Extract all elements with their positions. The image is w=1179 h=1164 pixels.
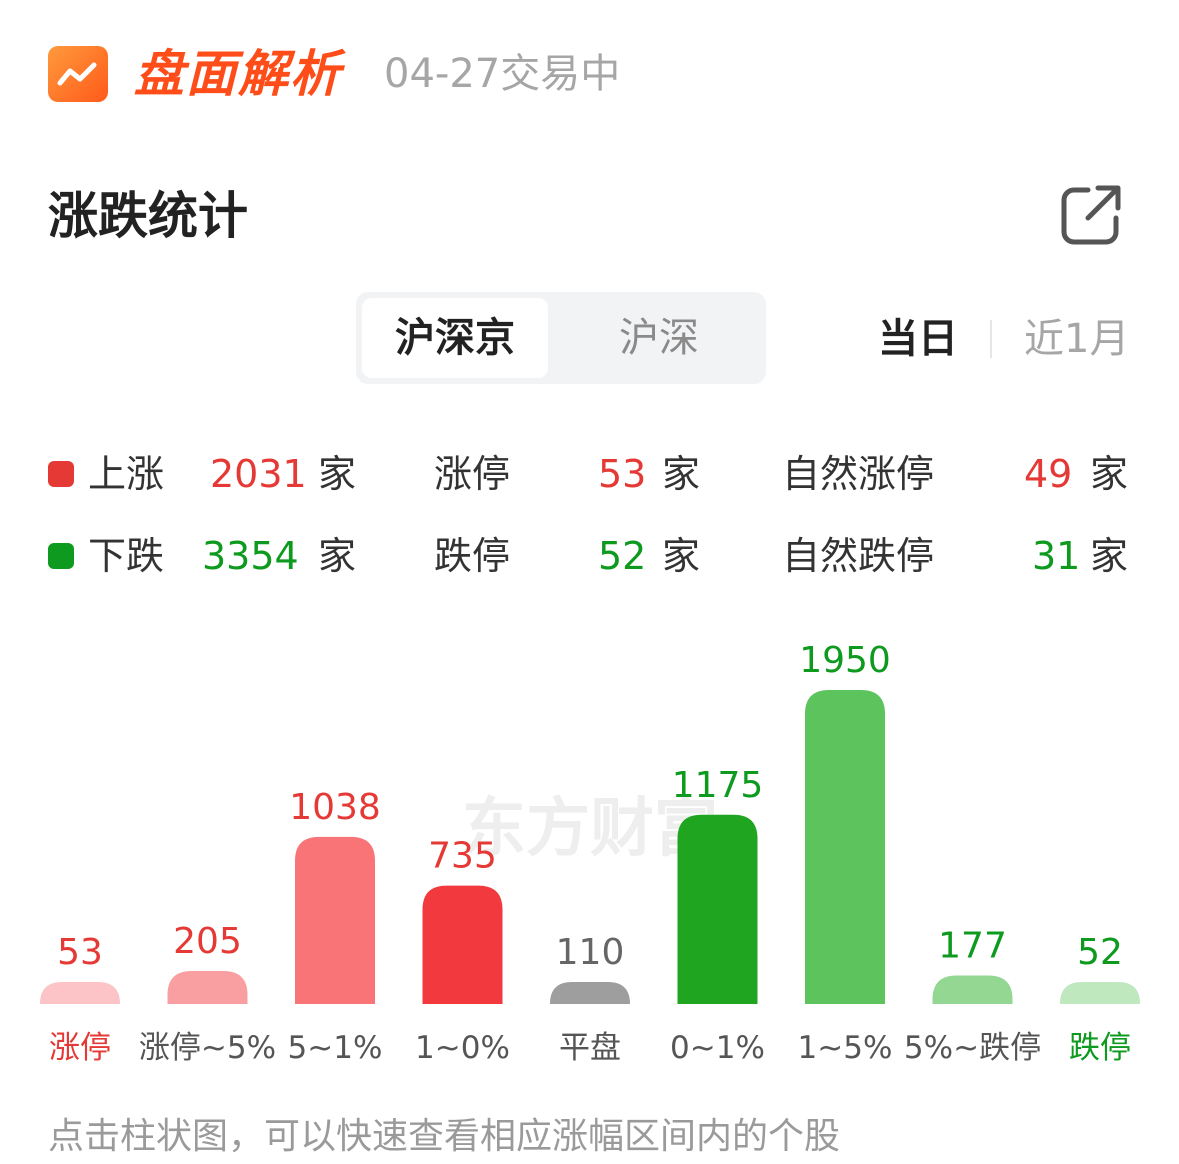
bar-7[interactable] bbox=[932, 975, 1013, 1004]
bar-value-label-2: 1038 bbox=[289, 787, 381, 828]
natural-limit-up-count: 49 bbox=[1024, 452, 1073, 496]
bar-5[interactable] bbox=[677, 814, 758, 1004]
bar-value-label-1: 205 bbox=[173, 921, 242, 962]
bar-value-label-7: 177 bbox=[938, 925, 1007, 966]
natural-limit-down-unit: 家 bbox=[1090, 534, 1129, 578]
bar-1[interactable] bbox=[167, 970, 248, 1004]
category-label-7[interactable]: 5%~跌停 bbox=[904, 1030, 1041, 1066]
bar-value-label-3: 735 bbox=[428, 836, 497, 877]
bar-3[interactable] bbox=[422, 885, 503, 1004]
brand-title: 盘面解析 bbox=[134, 45, 342, 103]
bar-value-label-6: 1950 bbox=[799, 640, 891, 681]
chart-watermark: 东方财富 bbox=[462, 792, 718, 866]
limit-down-count: 52 bbox=[598, 534, 647, 578]
limit-up-count: 53 bbox=[598, 452, 647, 496]
category-label-6[interactable]: 1~5% bbox=[798, 1030, 893, 1066]
period-divider bbox=[990, 320, 992, 358]
period-one-month[interactable]: 近1月 bbox=[1024, 316, 1130, 362]
rise-unit: 家 bbox=[318, 452, 357, 496]
date-status: 04-27交易中 bbox=[384, 51, 621, 97]
fall-unit: 家 bbox=[318, 534, 357, 578]
natural-limit-down-count: 31 bbox=[1032, 534, 1081, 578]
category-label-1[interactable]: 涨停~5% bbox=[139, 1030, 276, 1066]
fall-label: 下跌 bbox=[88, 534, 165, 578]
bar-2[interactable] bbox=[295, 836, 375, 1004]
category-label-4[interactable]: 平盘 bbox=[559, 1030, 621, 1066]
bar-0[interactable] bbox=[40, 982, 120, 1004]
bar-4[interactable] bbox=[550, 982, 630, 1004]
fall-count: 3354 bbox=[202, 534, 299, 578]
category-label-3[interactable]: 1~0% bbox=[415, 1030, 510, 1066]
trend-chart-icon bbox=[48, 46, 108, 102]
chart-hint: 点击柱状图，可以快速查看相应涨幅区间内的个股 bbox=[48, 1116, 841, 1157]
segment-hushen[interactable]: 沪深 bbox=[619, 315, 699, 361]
natural-limit-up-unit: 家 bbox=[1090, 452, 1129, 496]
bar-value-label-4: 110 bbox=[556, 932, 625, 973]
limit-down-label: 跌停 bbox=[434, 534, 511, 578]
limit-down-unit: 家 bbox=[662, 534, 701, 578]
bar-value-label-8: 52 bbox=[1077, 932, 1123, 973]
natural-limit-up-label: 自然涨停 bbox=[782, 452, 935, 496]
rise-legend-dot bbox=[48, 461, 74, 487]
fall-legend-dot bbox=[48, 543, 74, 569]
category-label-2[interactable]: 5~1% bbox=[288, 1030, 383, 1066]
limit-up-label: 涨停 bbox=[434, 452, 511, 496]
bar-value-label-5: 1175 bbox=[672, 765, 764, 806]
bar-8[interactable] bbox=[1060, 982, 1140, 1004]
category-label-5[interactable]: 0~1% bbox=[670, 1030, 765, 1066]
natural-limit-down-label: 自然跌停 bbox=[782, 534, 935, 578]
share-icon[interactable] bbox=[1058, 182, 1124, 248]
distribution-bar-chart: 东方财富 53 涨停 205 涨停~5% 1038 5~1% 735 1~0% 110 平盘 117… bbox=[40, 640, 1140, 1066]
bar-value-label-0: 53 bbox=[57, 932, 103, 973]
section-title: 涨跌统计 bbox=[48, 187, 248, 245]
bar-6[interactable] bbox=[805, 690, 885, 1004]
market-segmented-control: 沪深京 沪深 bbox=[356, 292, 766, 384]
category-label-0[interactable]: 涨停 bbox=[49, 1030, 111, 1066]
limit-up-unit: 家 bbox=[662, 452, 701, 496]
rise-count: 2031 bbox=[210, 452, 307, 496]
period-today[interactable]: 当日 bbox=[878, 316, 958, 362]
category-label-8[interactable]: 跌停 bbox=[1069, 1030, 1131, 1066]
segment-hushenjing[interactable]: 沪深京 bbox=[362, 298, 548, 378]
rise-label: 上涨 bbox=[88, 452, 165, 496]
header: 盘面解析 04-27交易中 bbox=[48, 44, 620, 104]
